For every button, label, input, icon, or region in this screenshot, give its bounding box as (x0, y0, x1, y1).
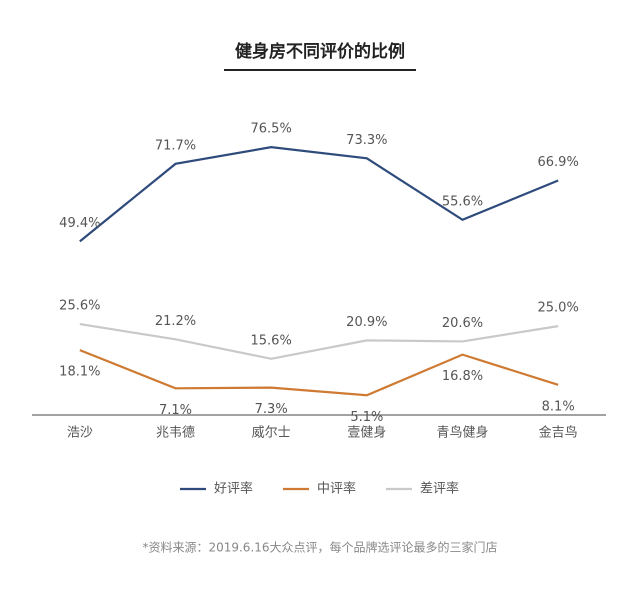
data-label: 8.1% (542, 399, 575, 414)
data-label: 16.8% (442, 369, 483, 384)
data-label: 15.6% (251, 333, 292, 348)
data-label: 76.5% (251, 122, 292, 137)
data-label: 20.6% (442, 316, 483, 331)
data-label: 55.6% (442, 194, 483, 209)
data-label: 49.4% (59, 216, 100, 231)
series-line (79, 322, 559, 360)
x-tick-label: 青鸟健身 (436, 425, 488, 441)
x-tick-label: 金吉鸟 (539, 425, 578, 441)
data-label: 71.7% (155, 138, 196, 153)
data-label: 25.6% (59, 299, 100, 314)
series-line (79, 349, 559, 397)
data-label: 66.9% (538, 155, 579, 170)
data-label: 5.1% (350, 410, 383, 425)
data-label: 7.3% (255, 402, 288, 417)
source-note: *资料来源：2019.6.16大众点评，每个品牌选评论最多的三家门店 (142, 540, 497, 555)
x-tick-label: 浩沙 (67, 426, 93, 441)
data-label: 20.9% (346, 315, 387, 330)
chart-title: 健身房不同评价的比例 (235, 41, 405, 62)
x-tick-label: 兆韦德 (156, 426, 195, 441)
x-tick-label: 壹健身 (347, 425, 386, 441)
legend-label: 差评率 (420, 481, 459, 497)
data-label: 73.3% (346, 133, 387, 148)
legend-label: 中评率 (317, 481, 356, 497)
legend-label: 好评率 (214, 481, 253, 497)
data-label: 18.1% (59, 365, 100, 380)
x-tick-label: 威尔士 (252, 426, 291, 441)
data-label: 7.1% (159, 403, 192, 418)
series-line (79, 146, 559, 243)
data-label: 25.0% (538, 301, 579, 316)
data-label: 21.2% (155, 314, 196, 329)
